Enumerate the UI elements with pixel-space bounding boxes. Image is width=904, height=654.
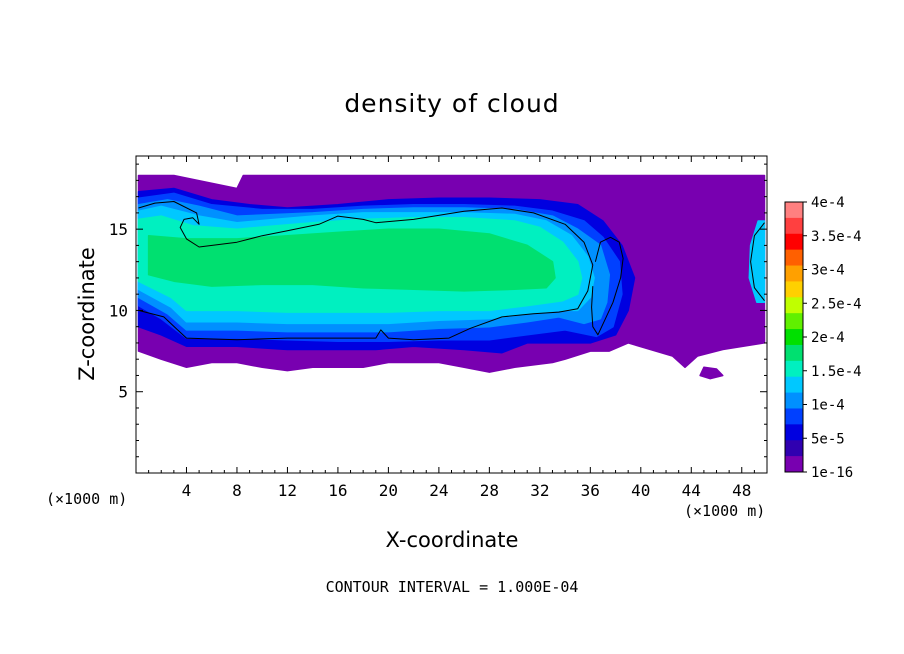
colorbar-label: 2e-4 xyxy=(811,330,845,346)
x-unit-label: (×1000 m) xyxy=(684,502,765,520)
contour-1e-4-main xyxy=(138,201,594,341)
y-axis: 5 10 15 xyxy=(109,163,767,458)
colorbar-band xyxy=(785,313,803,330)
colorbar-label: 5e-5 xyxy=(811,431,845,447)
contour-interval-note: CONTOUR INTERVAL = 1.000E-04 xyxy=(326,578,579,596)
colorbar-band xyxy=(785,344,803,362)
chart-title: density of cloud xyxy=(344,89,559,118)
x-axis: 4 8 12 16 20 24 28 32 36 40 44 48 xyxy=(148,156,755,500)
colorbar-band xyxy=(785,408,803,425)
x-tick-label: 4 xyxy=(182,481,192,500)
x-tick-label: 20 xyxy=(379,481,398,500)
colorbar-band xyxy=(785,392,803,409)
colorbar-band xyxy=(785,456,803,473)
contour-1e-4-right xyxy=(750,222,765,302)
colorbar-label: 1.5e-4 xyxy=(811,364,862,380)
x-tick-label: 16 xyxy=(328,481,347,500)
contour-line-layer xyxy=(138,201,765,341)
colorbar-label: 3.5e-4 xyxy=(811,229,862,245)
y-axis-label: Z-coordinate xyxy=(75,247,99,381)
y-tick-label: 5 xyxy=(118,383,128,402)
contour-fill-layer xyxy=(137,174,766,380)
y-unit-label: (×1000 m) xyxy=(46,490,127,508)
y-tick-label: 15 xyxy=(109,220,128,239)
colorbar-label: 2.5e-4 xyxy=(811,296,862,312)
x-axis-label: X-coordinate xyxy=(386,528,519,552)
contour-1e-4-loop xyxy=(591,236,624,336)
colorbar-band xyxy=(785,424,803,441)
colorbar: 4e-4 3.5e-4 3e-4 2.5e-4 2e-4 1.5e-4 1e-4 5e-5 1e… xyxy=(784,195,862,481)
colorbar-band xyxy=(785,281,803,298)
colorbar-band xyxy=(785,249,803,267)
colorbar-band xyxy=(785,376,803,394)
x-tick-label: 48 xyxy=(732,481,751,500)
x-tick-label: 24 xyxy=(429,481,448,500)
region-bottom-blob-purple xyxy=(699,366,724,380)
x-tick-label: 28 xyxy=(480,481,499,500)
x-tick-label: 12 xyxy=(278,481,297,500)
colorbar-label: 1e-4 xyxy=(811,398,845,414)
x-tick-label: 40 xyxy=(631,481,650,500)
colorbar-band xyxy=(785,202,803,219)
y-tick-label: 10 xyxy=(109,301,128,320)
colorbar-band xyxy=(785,329,803,346)
colorbar-label: 1e-16 xyxy=(811,465,853,481)
x-tick-label: 36 xyxy=(581,481,600,500)
colorbar-band xyxy=(785,440,803,457)
x-tick-label: 44 xyxy=(682,481,701,500)
colorbar-label: 3e-4 xyxy=(811,263,845,279)
colorbar-band xyxy=(785,265,803,282)
plot-area xyxy=(137,174,766,380)
region-cloud-green-core xyxy=(147,228,556,292)
colorbar-label: 4e-4 xyxy=(811,195,845,211)
colorbar-band xyxy=(785,233,803,251)
colorbar-band xyxy=(785,297,803,314)
colorbar-band xyxy=(785,217,803,235)
x-tick-label: 32 xyxy=(530,481,549,500)
x-tick-label: 8 xyxy=(232,481,242,500)
colorbar-band xyxy=(785,360,803,378)
